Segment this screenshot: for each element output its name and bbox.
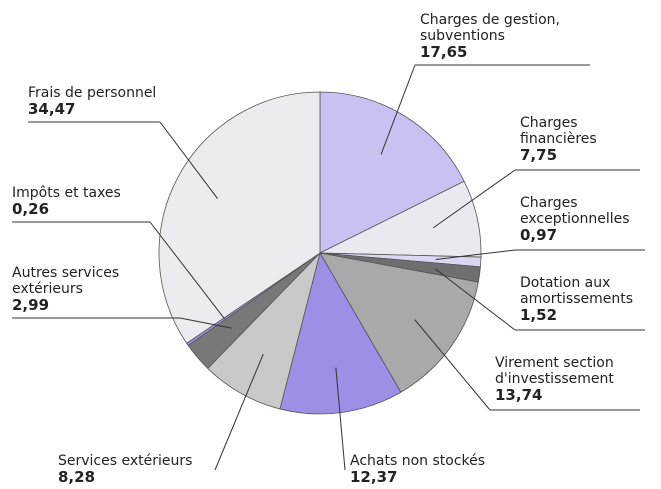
leader-line: [432, 169, 516, 229]
category-label: Services extérieurs: [58, 453, 193, 469]
category-label: Virement section d'investissement: [495, 355, 614, 387]
value-label: 34,47: [28, 100, 76, 118]
leader-line: [149, 221, 225, 320]
category-label: Charges exceptionnelles: [520, 195, 630, 227]
category-label: Achats non stockés: [350, 453, 486, 469]
slice-label: Achats non stockés 12,37: [350, 453, 485, 485]
value-label: 2,99: [12, 296, 50, 314]
leader-line: [159, 121, 219, 199]
leader-line: [214, 353, 264, 471]
category-label: Frais de personnel: [28, 85, 157, 101]
slice-label: Services extérieurs 8,28: [58, 453, 192, 485]
value-label: 17,65: [420, 43, 468, 61]
slice-label: Virement section d'investissement 13,74: [495, 355, 614, 403]
leader-line: [414, 319, 491, 411]
leader-line: [380, 64, 416, 155]
value-label: 12,37: [350, 468, 398, 486]
pie-slice: [158, 91, 321, 344]
category-label: Charges de gestion, subventions: [420, 12, 560, 44]
category-label: Charges financières: [520, 115, 597, 147]
value-label: 0,97: [520, 226, 558, 244]
pie-slice: [319, 91, 465, 254]
leader-line: [435, 249, 516, 260]
slice-label: Autres services extérieurs 2,99: [12, 265, 119, 313]
slice-label: Impôts et taxes 0,26: [12, 185, 121, 217]
category-label: Dotation aux amortissements: [520, 275, 634, 307]
value-label: 7,75: [520, 146, 558, 164]
leader-line: [434, 268, 516, 331]
value-label: 8,28: [58, 468, 96, 486]
slice-label: Dotation aux amortissements 1,52: [520, 275, 633, 323]
pie-slice: [279, 251, 402, 415]
value-label: 13,74: [495, 386, 543, 404]
pie-slice: [319, 252, 479, 393]
value-label: 1,52: [520, 306, 558, 324]
value-label: 0,26: [12, 200, 50, 218]
category-label: Autres services extérieurs: [12, 265, 120, 297]
slice-label: Frais de personnel 34,47: [28, 85, 156, 117]
category-label: Impôts et taxes: [12, 185, 121, 201]
slice-label: Charges financières 7,75: [520, 115, 597, 163]
slice-label: Charges de gestion, subventions 17,65: [420, 12, 560, 60]
leader-line: [179, 317, 232, 329]
leader-line: [335, 367, 346, 471]
slice-label: Charges exceptionnelles 0,97: [520, 195, 630, 243]
